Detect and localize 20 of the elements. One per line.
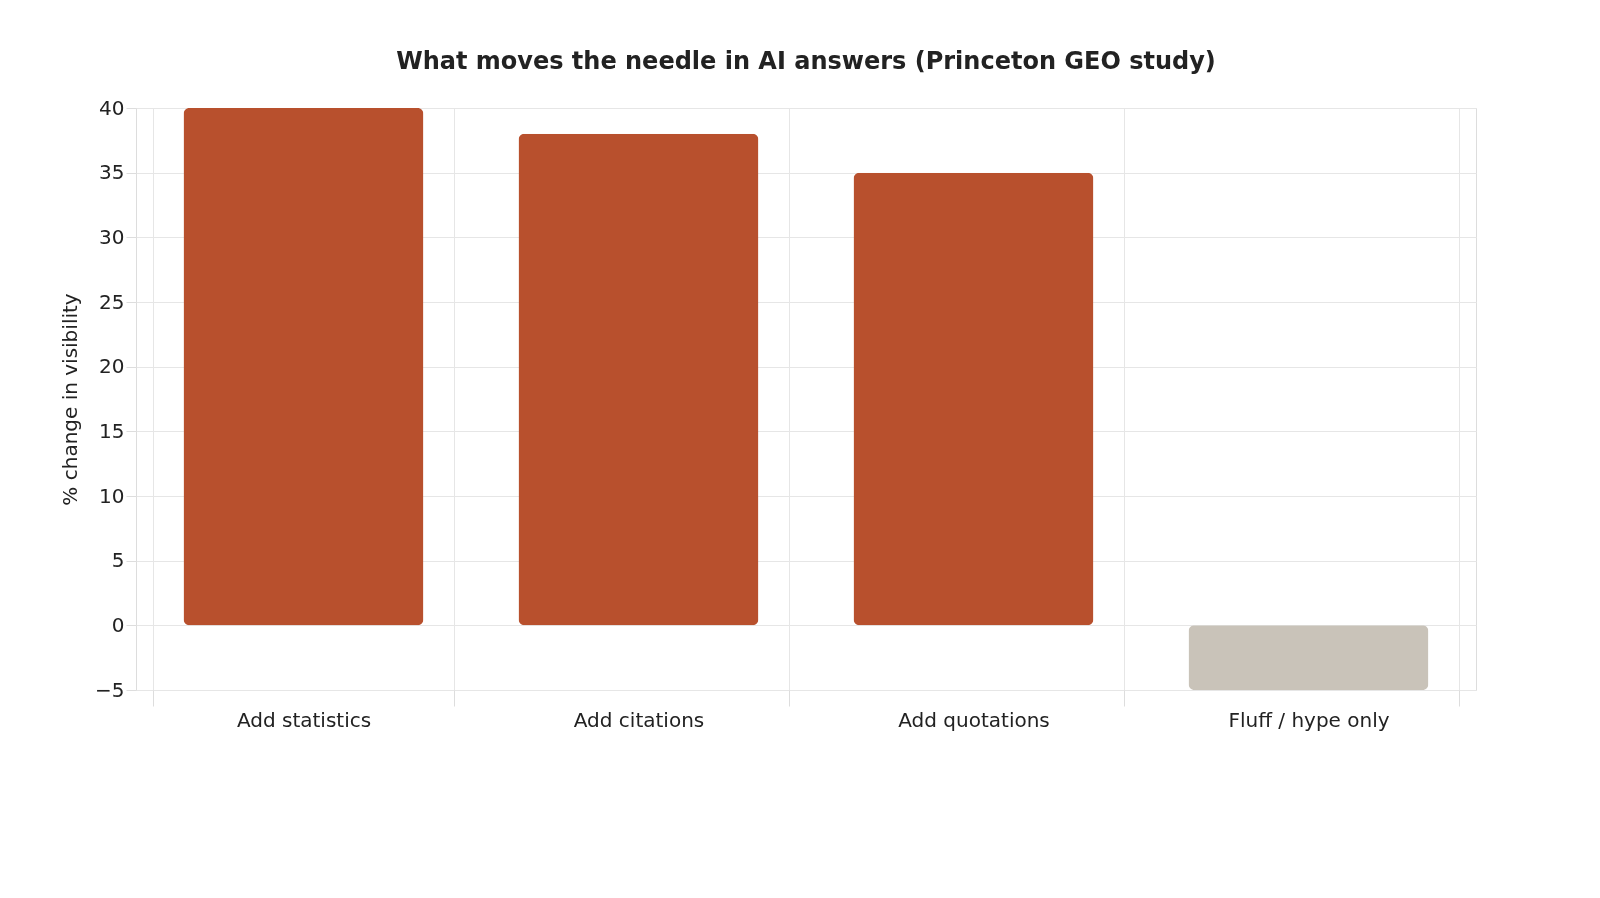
bar <box>1188 625 1429 690</box>
bar <box>518 133 759 626</box>
y-tick-label: 5 <box>111 548 125 573</box>
bar <box>183 108 424 626</box>
x-tick-label: Add citations <box>573 707 705 732</box>
x-tick-label: Add quotations <box>898 707 1050 732</box>
y-tick-label: 40 <box>99 95 125 120</box>
chart-title: What moves the needle in AI answers (Princeton GEO study) <box>396 47 1216 75</box>
y-tick-label: −5 <box>95 677 125 702</box>
x-tick-label: Add statistics <box>236 707 372 732</box>
y-tick-label: 20 <box>99 354 125 379</box>
x-tick-label: Fluff / hype only <box>1228 707 1390 732</box>
bar <box>853 172 1094 626</box>
y-tick-label: 35 <box>99 160 125 185</box>
y-tick-label: 30 <box>99 224 125 249</box>
y-tick-label: 0 <box>111 612 125 637</box>
y-axis-title: % change in visibility <box>58 293 83 506</box>
y-tick-label: 10 <box>99 483 125 508</box>
y-tick-label: 15 <box>99 418 125 443</box>
y-tick-label: 25 <box>99 289 125 314</box>
